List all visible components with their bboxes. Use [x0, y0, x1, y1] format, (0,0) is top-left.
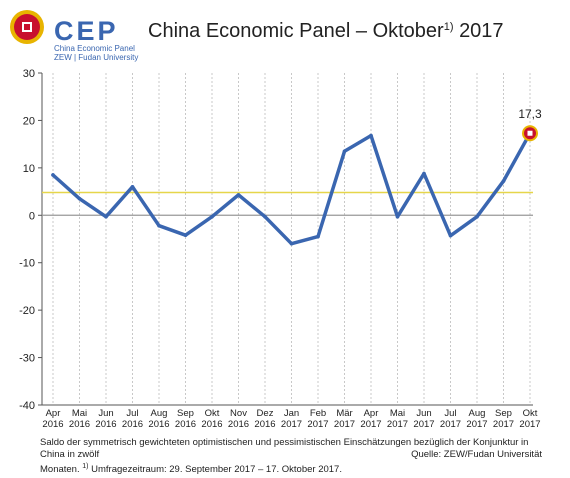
x-tick-label-month: Mär	[336, 408, 352, 419]
data-point	[501, 179, 506, 183]
x-tick-label-month: Okt	[523, 408, 538, 419]
x-tick-label-month: Jun	[416, 408, 431, 419]
x-tick-label-month: Mai	[72, 408, 87, 419]
x-tick-label-month: Okt	[205, 408, 220, 419]
chart-title-footnote-mark: 1)	[443, 21, 454, 33]
x-tick-label-year: 2016	[148, 419, 169, 430]
x-tick-label-month: Apr	[364, 408, 379, 419]
data-point	[422, 171, 426, 176]
y-tick-label: -30	[19, 353, 35, 365]
x-tick-label-year: 2016	[42, 419, 63, 430]
x-tick-label-year: 2016	[254, 419, 275, 430]
data-point	[236, 193, 241, 197]
footnote-line2-text: Umfragezeitraum: 29. September 2017 – 17…	[91, 464, 342, 476]
x-tick-label-month: Mai	[390, 408, 405, 419]
data-point	[210, 214, 214, 219]
x-tick-label-year: 2016	[201, 419, 222, 430]
x-tick-label-month: Sep	[495, 408, 512, 419]
data-point	[369, 133, 373, 138]
x-tick-label-month: Sep	[177, 408, 194, 419]
x-tick-label-year: 2016	[95, 419, 116, 430]
x-tick-label-year: 2017	[360, 419, 381, 430]
data-point	[342, 149, 347, 154]
x-tick-label-month: Feb	[310, 408, 326, 419]
chart-title: China Economic Panel – Oktober1) 2017	[148, 20, 504, 43]
x-tick-label-year: 2017	[281, 419, 302, 430]
logo-name: CEP	[54, 16, 119, 46]
x-tick-label-month: Nov	[230, 408, 247, 419]
footnote-line1: Saldo der symmetrisch gewichteten optimi…	[40, 437, 529, 460]
last-point-marker-center	[527, 130, 533, 136]
last-value-label: 17,3	[518, 107, 542, 121]
cep-logo-icon	[10, 10, 44, 44]
data-point	[448, 233, 453, 238]
data-point	[289, 241, 294, 246]
x-tick-label-year: 2017	[493, 419, 514, 430]
x-tick-label-month: Aug	[469, 408, 486, 419]
data-point	[130, 185, 135, 189]
data-point	[183, 233, 188, 238]
data-point	[263, 214, 267, 219]
x-tick-label-month: Jul	[126, 408, 138, 419]
x-tick-label-year: 2016	[175, 419, 196, 430]
x-tick-label-month: Apr	[46, 408, 61, 419]
source-note: Quelle: ZEW/Fudan Universität	[411, 449, 542, 460]
chart-title-text: China Economic Panel – Oktober	[148, 20, 444, 42]
x-tick-label-year: 2017	[440, 419, 461, 430]
x-tick-label-month: Jan	[284, 408, 299, 419]
footnote-line2-prefix: Monaten.	[40, 464, 80, 476]
x-tick-label-month: Dez	[257, 408, 274, 419]
data-point	[395, 214, 400, 219]
data-point	[316, 234, 320, 239]
y-tick-label: -20	[19, 305, 35, 317]
y-tick-label: 10	[23, 163, 35, 175]
logo-subtitle: China Economic Panel	[54, 44, 135, 53]
x-tick-label-year: 2017	[413, 419, 434, 430]
x-tick-label-year: 2017	[466, 419, 487, 430]
x-tick-label-month: Jun	[98, 408, 113, 419]
data-point	[104, 214, 108, 219]
cep-logo: CEP China Economic Panel ZEW | Fudan Uni…	[8, 6, 138, 62]
footnote-mark: 1)	[82, 463, 89, 470]
footnote: Saldo der symmetrisch gewichteten optimi…	[40, 437, 540, 476]
y-tick-label: -10	[19, 258, 35, 270]
y-tick-label: 30	[23, 68, 35, 80]
x-tick-label-year: 2016	[69, 419, 90, 430]
y-tick-label: 0	[29, 210, 35, 222]
data-point	[475, 214, 479, 219]
x-tick-label-month: Aug	[151, 408, 168, 419]
logo-subtitle-affiliation: ZEW | Fudan University	[54, 53, 139, 62]
data-point	[77, 196, 82, 201]
x-tick-label-year: 2017	[387, 419, 408, 430]
x-tick-label-year: 2017	[307, 419, 328, 430]
data-point	[157, 223, 161, 228]
data-point	[51, 173, 55, 177]
x-tick-label-year: 2016	[122, 419, 143, 430]
x-tick-label-year: 2016	[228, 419, 249, 430]
x-tick-label-year: 2017	[334, 419, 355, 430]
x-tick-label-month: Jul	[444, 408, 456, 419]
y-tick-label: -40	[19, 400, 35, 412]
x-tick-label-year: 2017	[519, 419, 540, 430]
chart-title-year: 2017	[459, 20, 504, 42]
y-tick-label: 20	[23, 115, 35, 127]
